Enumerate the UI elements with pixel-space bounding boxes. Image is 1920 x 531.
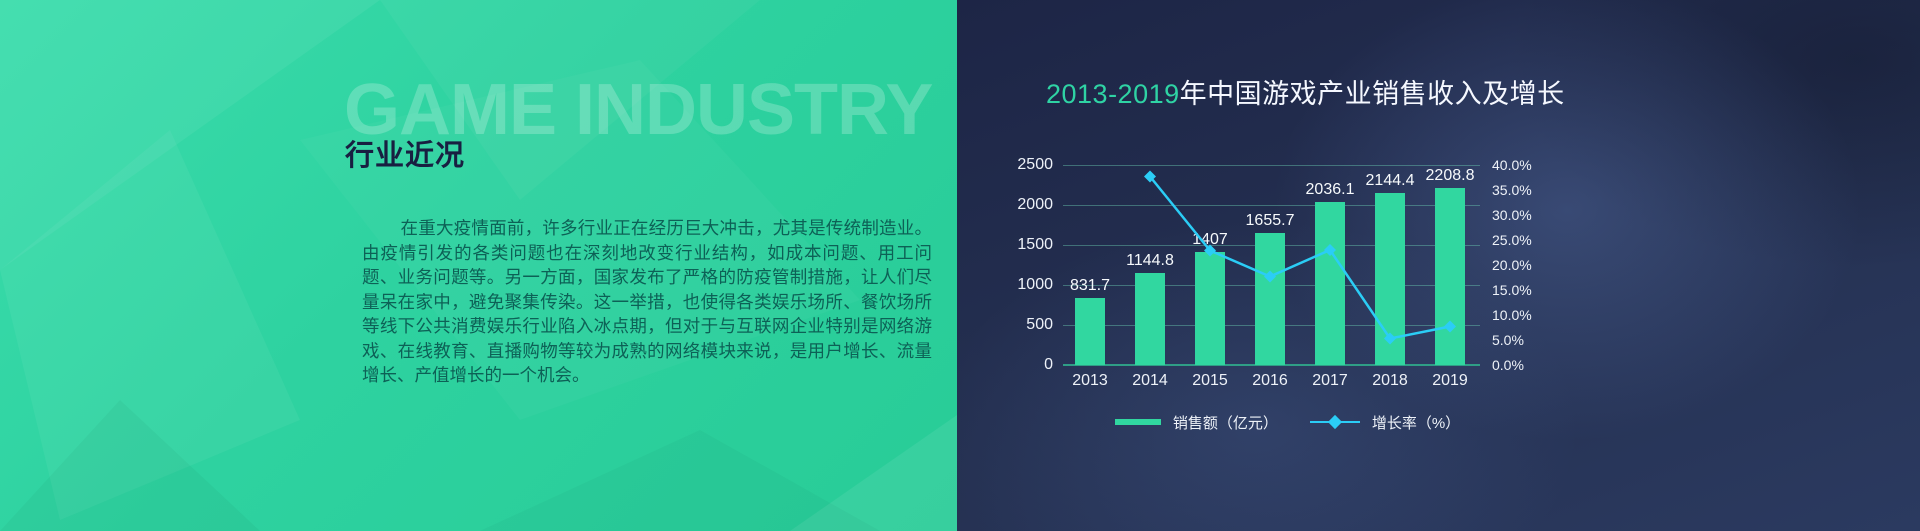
x-axis-tick: 2013 (1072, 372, 1108, 389)
diamond-marker-icon (1324, 244, 1336, 256)
diamond-marker-icon (1144, 170, 1156, 183)
line-series-swatch (1309, 414, 1360, 430)
chart-legend: 销售额（亿元） 增长率（%） (1079, 408, 1496, 436)
x-axis-line (1063, 364, 1480, 366)
bar-value-label: 2036.1 (1305, 181, 1355, 199)
diamond-marker-icon (1327, 414, 1342, 430)
sales-bar (1435, 188, 1465, 365)
bar-value-label: 831.7 (1069, 277, 1111, 295)
x-axis-tick: 2016 (1252, 372, 1288, 389)
legend-item-sales: 销售额（亿元） (1114, 412, 1278, 433)
y-axis-tick-right: 35.0% (1492, 182, 1532, 198)
chart-title-years: 2013-2019 (1046, 79, 1180, 109)
y-axis-tick-right: 0.0% (1492, 357, 1524, 373)
bar-value-label: 1407 (1192, 231, 1228, 249)
polygon-texture (0, 0, 957, 531)
diamond-marker-icon (1264, 270, 1276, 283)
y-axis-tick-right: 5.0% (1492, 332, 1524, 348)
y-axis-tick-right: 10.0% (1492, 307, 1532, 323)
y-axis-tick-left: 1000 (1017, 276, 1053, 293)
diamond-marker-icon (1444, 320, 1456, 333)
growth-rate-line (1144, 170, 1456, 345)
chart-title: 2013-2019年中国游戏产业销售收入及增长 (1046, 72, 1564, 111)
line-path (1149, 175, 1451, 340)
y-axis-tick-right: 40.0% (1492, 157, 1532, 173)
legend-label-growth: 增长率（%） (1371, 414, 1461, 432)
intro-paragraph: 在重大疫情面前，许多行业正在经历巨大冲击，尤其是传统制造业。由疫情引发的各类问题… (362, 218, 932, 385)
section-heading: 行业近况 (345, 140, 466, 172)
sales-bar (1315, 202, 1345, 365)
y-axis-tick-right: 30.0% (1492, 207, 1532, 223)
diamond-marker-icon (1384, 332, 1396, 345)
chart-title-text: 年中国游戏产业销售收入及增长 (1179, 79, 1565, 109)
legend-label-sales: 销售额（亿元） (1172, 414, 1278, 432)
diamond-marker-icon (1204, 244, 1216, 257)
x-axis-tick: 2018 (1372, 372, 1408, 389)
bar-value-label: 1655.7 (1245, 211, 1295, 229)
bar-series-swatch (1114, 419, 1161, 425)
y-axis-tick-left: 0 (1044, 356, 1053, 373)
sales-bar (1195, 252, 1225, 365)
watermark-text: GAME INDUSTRY (344, 70, 933, 150)
y-axis-tick-left: 500 (1026, 316, 1053, 333)
y-axis-tick-left: 2000 (1017, 196, 1053, 213)
x-axis-tick: 2017 (1312, 372, 1348, 389)
sales-bar (1135, 273, 1165, 365)
y-axis-tick-left: 1500 (1017, 236, 1053, 253)
grid-line (1063, 205, 1480, 206)
bar-value-label: 2208.8 (1425, 167, 1475, 185)
y-axis-tick-left: 2500 (1017, 156, 1053, 173)
y-axis-tick-right: 15.0% (1492, 282, 1532, 298)
y-axis-tick-right: 20.0% (1492, 257, 1532, 273)
chart-panel: 2013-2019年中国游戏产业销售收入及增长 销售额（亿元） 增长率（%） 2… (957, 0, 1920, 531)
bar-value-label: 1144.8 (1126, 252, 1174, 270)
legend-item-growth: 增长率（%） (1309, 412, 1461, 433)
grid-line (1063, 165, 1480, 166)
x-axis-tick: 2015 (1192, 372, 1228, 389)
sales-bar (1255, 232, 1285, 365)
y-axis-tick-right: 25.0% (1492, 232, 1532, 248)
bar-value-label: 2144.4 (1365, 172, 1415, 190)
sales-bar (1075, 298, 1105, 365)
x-axis-tick: 2014 (1132, 372, 1168, 389)
x-axis-tick: 2019 (1432, 372, 1468, 389)
intro-panel: GAME INDUSTRY 行业近况 在重大疫情面前，许多行业正在经历巨大冲击，… (0, 0, 957, 531)
